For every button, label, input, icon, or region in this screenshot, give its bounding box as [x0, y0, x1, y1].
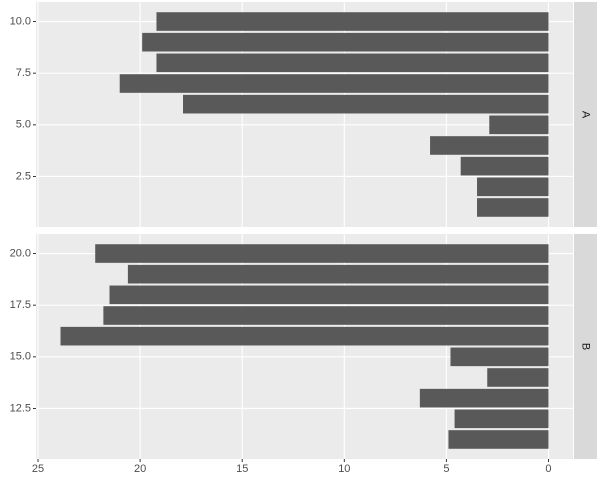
bar: [454, 409, 549, 429]
bar: [183, 94, 549, 114]
x-tick-label: 20: [134, 463, 146, 475]
facet-label: A: [580, 111, 592, 119]
x-tick-label: 25: [32, 463, 44, 475]
bar: [419, 388, 549, 408]
y-tick-label: 20.0: [10, 247, 31, 259]
y-tick-label: 12.5: [10, 402, 31, 414]
x-tick-label: 15: [236, 463, 248, 475]
bar: [450, 347, 549, 367]
y-tick-label: 5.0: [16, 119, 31, 131]
x-tick-label: 0: [545, 463, 551, 475]
bar: [103, 306, 549, 325]
bar: [156, 12, 549, 31]
bar: [477, 177, 549, 197]
bar: [109, 285, 549, 305]
facet-strip: [574, 2, 597, 227]
bar: [127, 264, 549, 284]
x-tick-label: 5: [443, 463, 449, 475]
facet-strip: [574, 234, 597, 459]
bar: [477, 198, 549, 217]
bar: [142, 32, 549, 52]
bar: [430, 136, 549, 155]
bar: [156, 53, 549, 73]
bar: [119, 74, 549, 93]
bar: [487, 368, 549, 387]
y-tick-label: 10.0: [10, 15, 31, 27]
y-tick-label: 17.5: [10, 299, 31, 311]
bar: [460, 156, 549, 176]
x-tick-label: 10: [338, 463, 350, 475]
y-tick-label: 7.5: [16, 67, 31, 79]
bar: [60, 326, 549, 346]
facet-label: B: [580, 343, 592, 350]
bar: [448, 430, 549, 449]
y-tick-label: 2.5: [16, 170, 31, 182]
bar: [489, 115, 549, 135]
y-tick-label: 15.0: [10, 351, 31, 363]
bar: [95, 244, 549, 263]
